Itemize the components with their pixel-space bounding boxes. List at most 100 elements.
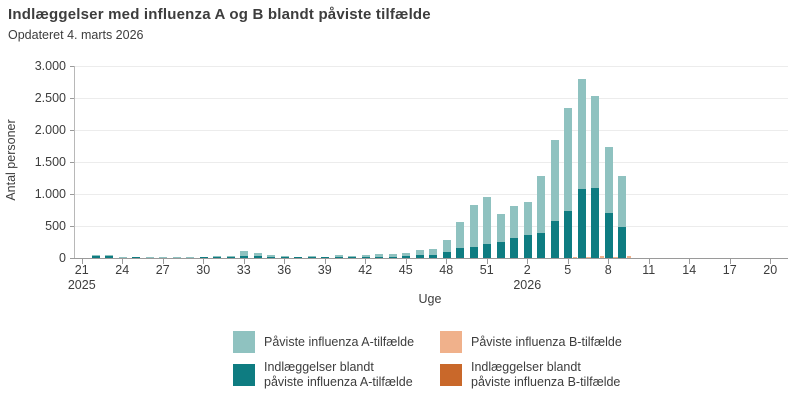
bar-2025-w46-a_hosp[interactable] [415, 255, 424, 258]
bar-2025-w52-a_hosp[interactable] [496, 241, 505, 258]
bar-2026-w2-a_hosp[interactable] [523, 235, 532, 258]
bar-2025-w47-a_hosp[interactable] [429, 255, 437, 258]
legend-item-b-cases[interactable]: Påviste influenza B-tilfælde [440, 331, 622, 353]
bar-2025-w34-a_cases[interactable] [253, 253, 262, 258]
bar-2025-w40-a_hosp[interactable] [334, 257, 343, 258]
bar-2025-w32-a_hosp[interactable] [226, 257, 235, 258]
x-year-label: 2025 [67, 278, 96, 292]
bar-2026-w7-a_cases[interactable] [591, 96, 599, 258]
y-tick-label: 1.500 [34, 155, 66, 169]
y-tick-mark [70, 258, 75, 259]
bar-2025-w37-a_hosp[interactable] [294, 257, 302, 258]
bar-2025-w49-a_hosp[interactable] [456, 247, 464, 258]
legend-label-b-cases: Påviste influenza B-tilfælde [471, 334, 622, 349]
bar-2025-w40-a_cases[interactable] [334, 255, 343, 258]
x-tick-mark [365, 259, 367, 264]
bar-2026-w5-a_hosp[interactable] [564, 210, 572, 258]
bar-2025-w30-a_hosp[interactable] [199, 257, 208, 258]
bar-2026-w6-b_cases[interactable] [586, 256, 591, 258]
x-tick-label: 51 [479, 263, 494, 277]
x-tick-label: 2 [523, 263, 531, 277]
y-gridline [75, 226, 788, 227]
bar-2025-w52-a_cases[interactable] [496, 213, 505, 258]
bar-2025-w39-a_hosp[interactable] [321, 257, 329, 258]
bar-2025-w29-a_cases[interactable] [186, 257, 194, 258]
y-axis-title: Antal personer [4, 119, 18, 201]
bar-2026-w2-a_cases[interactable] [523, 202, 532, 258]
legend-item-b-hosp[interactable]: Indlæggelser blandt påviste influenza B-t… [440, 360, 620, 390]
x-tick-mark [608, 259, 610, 264]
bar-2026-w3-a_cases[interactable] [537, 176, 545, 258]
bar-2025-w27-a_cases[interactable] [159, 257, 167, 258]
bar-2025-w25-a_hosp[interactable] [132, 257, 140, 258]
bar-2025-w45-a_cases[interactable] [402, 252, 410, 258]
y-tick-mark [70, 98, 75, 99]
bar-2026-w8-b_cases[interactable] [613, 256, 618, 258]
x-tick-mark [648, 259, 650, 264]
bar-2025-w42-a_hosp[interactable] [361, 257, 370, 258]
bar-2025-w23-a_hosp[interactable] [105, 256, 113, 258]
y-tick-label: 1.000 [34, 187, 66, 201]
bar-2025-w24-a_cases[interactable] [118, 257, 127, 258]
bar-2025-w38-a_hosp[interactable] [307, 257, 316, 258]
bar-2025-w47-a_cases[interactable] [429, 249, 437, 258]
y-tick-mark [70, 66, 75, 67]
bar-2026-w5-a_cases[interactable] [564, 107, 572, 258]
bar-2025-w43-a_hosp[interactable] [375, 256, 383, 258]
bar-2025-w44-a_hosp[interactable] [388, 256, 397, 258]
bar-2025-w26-a_cases[interactable] [145, 257, 154, 258]
bar-2026-w1-a_hosp[interactable] [510, 237, 518, 258]
bar-2025-w46-a_cases[interactable] [415, 250, 424, 258]
x-tick-mark [567, 259, 569, 264]
bar-2026-w4-a_cases[interactable] [550, 140, 559, 258]
bar-2026-w7-b_cases[interactable] [599, 256, 604, 258]
bar-2025-w33-a_cases[interactable] [240, 250, 248, 258]
bar-2025-w33-a_hosp[interactable] [240, 255, 248, 258]
bar-2026-w8-a_cases[interactable] [604, 146, 613, 258]
x-tick-label: 21 [74, 263, 89, 277]
bar-2026-w7-a_hosp[interactable] [591, 187, 599, 258]
bar-2026-w3-a_hosp[interactable] [537, 232, 545, 258]
legend-item-a-hosp[interactable]: Indlæggelser blandt påviste influenza A-t… [233, 360, 413, 390]
bar-2025-w49-a_cases[interactable] [456, 222, 464, 258]
bar-2026-w5-b_cases[interactable] [572, 257, 577, 258]
bar-2026-w9-b_cases[interactable] [626, 256, 631, 258]
bar-2026-w9-a_hosp[interactable] [618, 227, 626, 258]
bar-2025-w43-a_cases[interactable] [375, 254, 383, 258]
legend-item-a-cases[interactable]: Påviste influenza A-tilfælde [233, 331, 414, 353]
bar-2025-w45-a_hosp[interactable] [402, 256, 410, 258]
legend-swatch-a-hosp [233, 364, 255, 386]
bar-2026-w9-a_cases[interactable] [618, 176, 626, 258]
bar-2025-w48-a_hosp[interactable] [442, 251, 451, 258]
x-tick-label: 24 [115, 263, 130, 277]
bar-2025-w51-a_hosp[interactable] [483, 244, 491, 258]
bar-2025-w35-a_hosp[interactable] [267, 257, 275, 258]
bar-2026-w6-a_cases[interactable] [577, 79, 586, 258]
bar-2025-w41-a_hosp[interactable] [348, 257, 356, 258]
bar-2026-w1-a_cases[interactable] [510, 206, 518, 258]
x-axis-title: Uge [418, 292, 442, 306]
bar-2025-w28-a_cases[interactable] [172, 257, 181, 258]
bar-2025-w31-a_hosp[interactable] [213, 257, 221, 258]
x-tick-mark [243, 259, 245, 264]
bar-2026-w4-a_hosp[interactable] [550, 221, 559, 258]
bar-2025-w35-a_cases[interactable] [267, 255, 275, 258]
x-tick-label: 27 [155, 263, 170, 277]
x-tick-label: 36 [277, 263, 292, 277]
bar-2025-w44-a_cases[interactable] [388, 253, 397, 258]
bar-2025-w36-a_hosp[interactable] [280, 257, 289, 258]
y-tick-mark [70, 226, 75, 227]
bar-2025-w34-a_hosp[interactable] [253, 256, 262, 258]
bar-2025-w22-a_hosp[interactable] [91, 256, 100, 258]
bar-2026-w8-a_hosp[interactable] [604, 212, 613, 258]
bar-2025-w51-a_cases[interactable] [483, 197, 491, 258]
bar-2026-w6-a_hosp[interactable] [577, 189, 586, 258]
bar-2025-w48-a_cases[interactable] [442, 240, 451, 258]
x-tick-mark [81, 259, 83, 264]
bar-2025-w50-a_hosp[interactable] [469, 246, 478, 258]
x-tick-mark [203, 259, 205, 264]
bar-2025-w50-a_cases[interactable] [469, 205, 478, 258]
bar-2025-w42-a_cases[interactable] [361, 254, 370, 258]
x-tick-label: 8 [604, 263, 612, 277]
